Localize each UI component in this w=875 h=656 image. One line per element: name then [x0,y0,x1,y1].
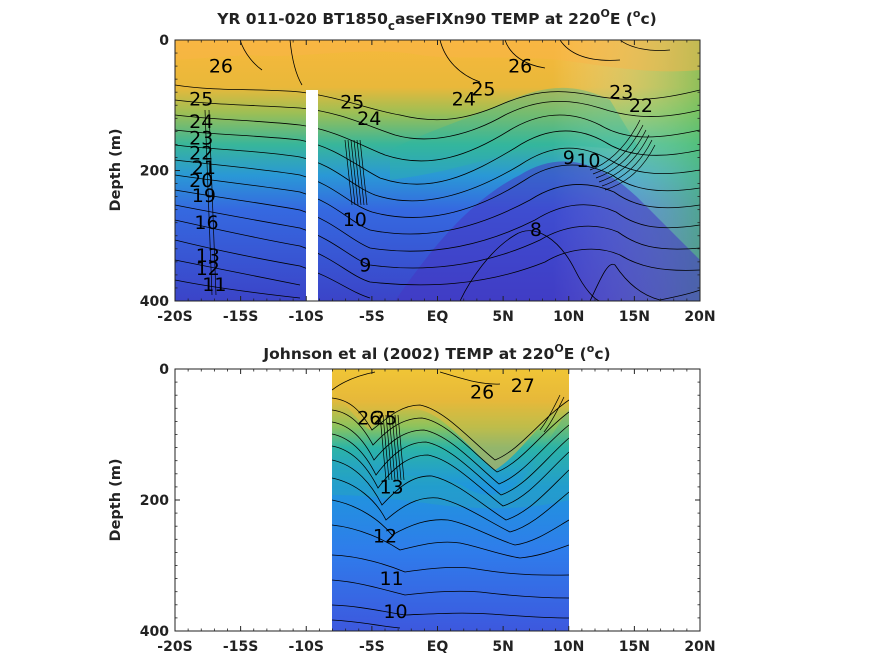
y-tick-label: 200 [140,493,169,509]
contour-label: 13 [379,476,403,498]
x-tick-label: 5N [492,309,513,325]
x-axis: -20S -15S -10S -5S EQ 5N 10N 15N 20N [157,369,716,655]
x-tick-label: 15N [619,309,650,325]
contour-label: 24 [452,88,476,110]
contour-label: 25 [373,408,397,430]
contour-label: 22 [629,95,653,117]
x-tick-label: 20N [684,309,715,325]
temperature-field [175,40,700,301]
y-tick-label: 400 [140,624,169,640]
missing-data-strip [306,90,318,301]
contour-label: 25 [471,78,495,100]
x-tick-label: -5S [359,309,385,325]
y-axis: 0 200 400 [140,362,700,640]
contour-label: 25 [340,92,364,114]
contour-label: 26 [508,56,532,78]
x-tick-label: -15S [223,639,258,655]
contour-label: 10 [383,601,407,623]
x-tick-label: EQ [427,639,449,655]
y-tick-label: 0 [159,33,169,49]
x-tick-label: 10N [553,309,584,325]
contour-label: 26 [470,381,494,403]
x-axis: -20S -15S -10S -5S EQ 5N 10N 15N 20N [157,40,716,325]
contour-label: 21 [192,157,216,179]
contour-label: 11 [202,274,226,296]
y-tick-label: 400 [140,294,169,310]
contour-label: 19 [192,185,216,207]
contour-label: 9 [563,147,575,169]
y-tick-label: 200 [140,164,169,180]
contour-label: 22 [189,142,213,164]
contour-label: 23 [609,82,633,104]
x-tick-label: 20N [684,639,715,655]
y-axis-label: Depth (m) [108,129,124,212]
contour-label: 23 [189,127,213,149]
contour-label: 24 [357,108,381,130]
contour-label: 26 [357,408,381,430]
contour-label: 27 [511,375,535,397]
contour-label: 10 [576,150,600,172]
x-tick-label: -10S [289,309,324,325]
x-tick-label: 10N [553,639,584,655]
panel-model: YR 011-020 BT1850caseFIXn90 TEMP at 220O… [108,7,716,325]
x-tick-label: -20S [157,309,192,325]
contour-label: 20 [189,170,213,192]
contour-label: 24 [189,111,213,133]
contour-label: 26 [209,56,233,78]
panel-observations: Johnson et al (2002) TEMP at 220OE (oc) [108,342,716,655]
panel-title: Johnson et al (2002) TEMP at 220OE (oc) [262,342,610,363]
x-tick-label: EQ [427,309,449,325]
contour-label: 12 [196,258,220,280]
y-tick-label: 0 [159,362,169,378]
contour-label: 13 [196,245,220,267]
x-tick-label: 5N [492,639,513,655]
temperature-field [332,369,569,631]
contour-label: 11 [379,568,403,590]
contour-label: 16 [194,212,218,234]
x-tick-label: -10S [289,639,324,655]
x-tick-label: -15S [223,309,258,325]
x-tick-label: -5S [359,639,385,655]
y-axis-label: Depth (m) [108,459,124,542]
contour-label: 12 [373,526,397,548]
y-axis: 0 200 400 [140,33,700,310]
x-tick-label: -20S [157,639,192,655]
contour-label: 9 [359,255,371,277]
contour-label: 10 [343,209,367,231]
contour-labels: 26 26252423222120191613121125242524109892… [189,56,653,297]
x-tick-label: 15N [619,639,650,655]
panel-title: YR 011-020 BT1850caseFIXn90 TEMP at 220O… [216,7,657,33]
contour-label: 25 [189,88,213,110]
contour-label: 8 [530,219,542,241]
